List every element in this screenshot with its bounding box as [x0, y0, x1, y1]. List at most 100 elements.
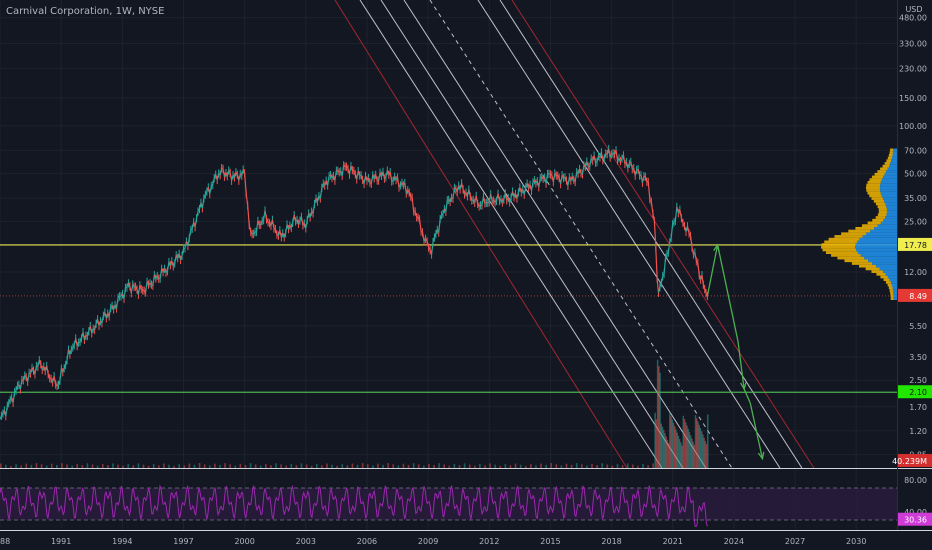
- volume-profile-bar: [879, 267, 897, 271]
- price-unit-label: USD: [905, 5, 922, 14]
- volume-bar: [163, 463, 165, 468]
- volume-bar: [397, 465, 400, 468]
- volume-profile-bar: [884, 199, 897, 203]
- volume-bar: [626, 463, 629, 468]
- volume-profile-bar: [890, 291, 894, 295]
- volume-bar: [540, 463, 542, 468]
- volume-bar: [706, 414, 709, 468]
- rsi-line: [0, 484, 708, 527]
- volume-bar: [560, 465, 563, 468]
- volume-bar: [81, 465, 84, 468]
- volume-bar: [694, 415, 697, 468]
- volume-profile-bar: [859, 264, 877, 268]
- volume-profile-bar: [890, 162, 897, 165]
- volume-profile-bar: [887, 283, 892, 287]
- volume-bar: [473, 465, 476, 468]
- green-level-tag: 2.10: [909, 388, 927, 397]
- last-price-tag: 8.49: [909, 292, 927, 301]
- volume-profile-bar: [871, 197, 883, 200]
- volume-profile-bar: [871, 270, 883, 273]
- volume-bar: [677, 435, 680, 468]
- volume-bar: [621, 465, 624, 468]
- volume-bar: [183, 465, 186, 468]
- volume-bar: [326, 463, 328, 468]
- volume-profile-bar: [877, 205, 887, 209]
- volume-bar: [35, 463, 38, 468]
- volume-bar: [76, 463, 79, 468]
- volume-profile-bar: [877, 224, 897, 227]
- volume-bar: [702, 434, 704, 468]
- volume-profile-bar: [868, 259, 897, 263]
- volume-profile-bar: [877, 170, 887, 173]
- volume-bar: [392, 464, 395, 468]
- volume-bar: [669, 413, 671, 468]
- volume-profile-bar: [881, 178, 897, 181]
- volume-bar: [700, 431, 703, 468]
- volume-bar: [535, 465, 537, 468]
- volume-profile-bar: [880, 191, 897, 195]
- volume-profile-bar: [886, 208, 897, 211]
- grid: [0, 0, 897, 530]
- time-tick-label: 1994: [112, 537, 132, 546]
- time-tick-label: 2027: [785, 537, 805, 546]
- volume-bar: [680, 442, 682, 468]
- volume-bar: [0, 463, 2, 468]
- volume-bar: [499, 465, 502, 468]
- time-tick-label: 2024: [724, 537, 744, 546]
- volume-bar: [647, 465, 649, 468]
- volume-bar: [168, 464, 170, 468]
- time-tick-label: 2015: [540, 537, 560, 546]
- volume-bar: [331, 464, 333, 468]
- price-tick-label: 50.00: [904, 170, 927, 179]
- volume-bar: [656, 359, 659, 468]
- arrow-head: [757, 451, 765, 461]
- volume-profile-bar: [822, 248, 857, 252]
- price-tick-label: 100.00: [899, 122, 927, 131]
- volume-bar: [387, 463, 389, 468]
- volume-bar: [341, 464, 344, 468]
- volume-bar: [682, 415, 685, 468]
- volume-bar: [254, 464, 257, 468]
- price-tick-label: 35.00: [904, 194, 927, 203]
- volume-bar: [662, 430, 665, 468]
- volume-bar: [591, 463, 593, 468]
- volume-tag-bg: [898, 454, 932, 467]
- volume-bar: [555, 464, 558, 468]
- volume-bar: [280, 464, 282, 468]
- volume-bar: [86, 463, 89, 468]
- volume-bar: [683, 419, 686, 468]
- volume-bar: [693, 444, 696, 468]
- volume-bar: [310, 465, 313, 468]
- volume-profile-bar: [867, 180, 881, 184]
- volume-profile-bar: [882, 164, 890, 168]
- volume-profile-bar: [869, 178, 882, 181]
- volume-profile-bar: [884, 162, 891, 165]
- volume-bar: [671, 419, 674, 468]
- volume-profile-bar: [893, 294, 897, 298]
- volume-bar: [295, 465, 298, 468]
- volume-profile-bar: [882, 270, 897, 273]
- volume-profile-bar: [891, 159, 897, 163]
- volume-bar: [336, 465, 338, 468]
- volume-bar: [611, 465, 614, 468]
- volume-bar: [101, 463, 104, 468]
- volume-profile-bar: [867, 221, 881, 225]
- volume-bar: [428, 463, 430, 468]
- volume-profile-bar: [886, 210, 897, 214]
- volume-profile-bar: [890, 294, 894, 298]
- price-tick-label: 330.00: [899, 39, 927, 48]
- volume-bar: [402, 463, 405, 468]
- volume-bar: [443, 464, 446, 468]
- volume-bar: [689, 435, 692, 468]
- volume-bar: [692, 441, 694, 468]
- volume-bar: [631, 464, 634, 468]
- price-tick-label: 480.00: [899, 14, 927, 23]
- volume-profile-bar: [878, 210, 887, 214]
- green-level-tag-bg: [898, 385, 932, 399]
- volume-bar: [616, 463, 619, 468]
- volume-bar: [193, 464, 196, 468]
- volume-profile-bar: [871, 175, 884, 179]
- volume-profile-bar: [866, 232, 897, 236]
